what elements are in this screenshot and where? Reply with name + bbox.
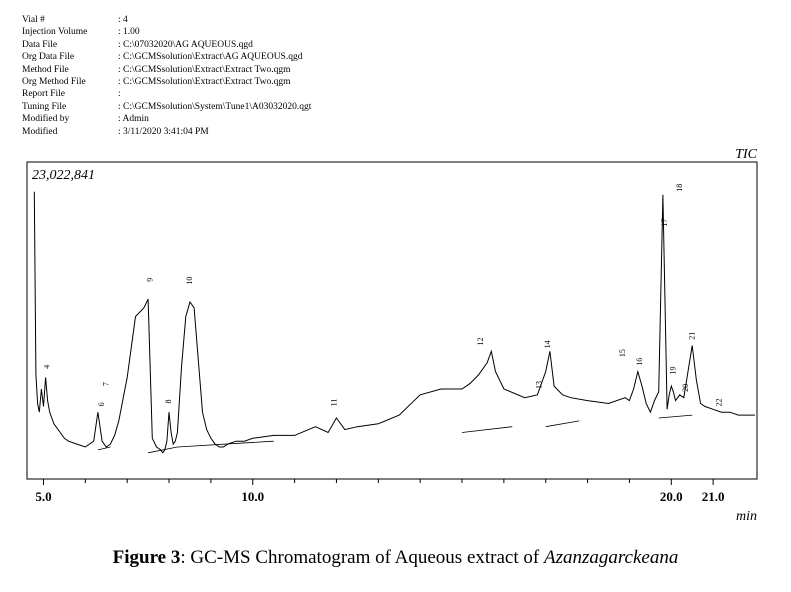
file-info-label: Data File [22,39,58,50]
file-info-label: Method File [22,64,69,75]
file-info-label: Modified [22,126,58,137]
x-tick-label: 21.0 [702,489,725,504]
file-info-row: Modified : 3/11/2020 3:41:04 PM [22,126,311,138]
x-axis-unit: min [736,509,757,524]
file-info-row: Report File: [22,88,311,100]
chromatogram-chart: TIC 23,022,841 5.0 10.0 20.0 21.0 4 6 7 9 10 8 11… [26,147,758,524]
peak-label: 17 [660,219,669,227]
integration-baseline [545,420,580,428]
tic-label: TIC [735,147,757,162]
file-info-label: Tuning File [22,101,67,112]
file-info-value: : C:\GCMSsolution\System\Tune1\A03032020… [118,101,312,112]
x-tick-label: 5.0 [35,489,51,504]
file-info-value: : C:\07032020\AG AQUEOUS.qgd [118,39,253,50]
peak-label: 14 [543,340,552,348]
peak-label: 20 [681,384,690,392]
file-info-label: Org Method File [22,77,86,88]
max-intensity-label: 23,022,841 [32,168,95,183]
x-tick-label: 10.0 [241,489,264,504]
peak-label: 10 [185,277,194,285]
file-info-row: Method File : C:\GCMSsolution\Extract\Ext… [22,64,311,76]
peak-label: 18 [675,184,684,192]
file-info-value: : C:\GCMSsolution\Extract\Extract Two.qg… [118,77,291,88]
peak-label: 8 [164,400,173,404]
peak-label: 13 [535,381,544,389]
file-info-value: : C:\GCMSsolution\Extract\AG AQUEOUS.qgd [118,52,303,63]
file-info-row: Injection Volume : 1.00 [22,26,311,38]
file-info-row: Modified by : Admin [22,113,311,125]
file-info-value: : 3/11/2020 3:41:04 PM [118,126,209,137]
peak-label: 6 [97,402,106,406]
figure-caption: Figure 3: GC-MS Chromatogram of Aqueous … [0,547,791,569]
peak-label: 7 [101,382,110,386]
file-info-value: : 4 [118,15,128,25]
x-tick-label: 20.0 [660,489,683,504]
integration-baseline [177,440,274,448]
peak-label: 22 [715,398,724,406]
file-info-value: : [118,89,121,100]
file-info-row: Vial # : 4 [22,14,311,26]
file-info-label: Modified by [22,114,70,125]
caption-prefix: Figure 3 [112,547,181,568]
peak-label: 11 [329,399,338,407]
file-info-value: : 1.00 [118,27,140,38]
file-info-row: Org Data File : C:\GCMSsolution\Extract\A… [22,51,311,63]
peak-labels: 4 6 7 9 10 8 11 12 13 14 15 16 17 18 19 20 21 22 [43,184,724,407]
file-info-row: Org Method File : C:\GCMSsolution\Extract… [22,76,311,88]
peak-label: 15 [618,349,627,357]
file-info-row: Data File : C:\07032020\AG AQUEOUS.qgd [22,39,311,51]
integration-baselines [97,414,693,454]
file-info-label: Org Data File [22,52,75,63]
file-info-block: Vial #: 4 Injection Volume: 1.00 Data File… [22,14,311,138]
file-info-value: : C:\GCMSsolution\Extract\Extract Two.qg… [118,64,291,75]
plot-frame [26,161,758,480]
peak-label: 9 [145,278,154,282]
peak-label: 19 [668,367,677,375]
file-info-label: Report File [22,89,66,100]
caption-text: : GC-MS Chromatogram of Aqueous extract … [180,547,544,568]
caption-species: Azanzagarckeana [543,547,679,568]
file-info-label: Injection Volume [22,27,88,38]
integration-baseline [148,446,178,454]
tic-trace [33,191,755,454]
peak-label: 12 [476,338,485,346]
file-info-row: Tuning File : C:\GCMSsolution\System\Tune… [22,101,311,113]
file-info-label: Vial # [22,15,45,25]
integration-baseline [97,446,111,451]
integration-baseline [461,426,513,433]
peak-label: 4 [43,365,52,369]
integration-baseline [658,414,693,419]
peak-label: 16 [635,358,644,366]
x-axis: 5.0 10.0 20.0 21.0 [35,479,725,504]
peak-label: 21 [687,332,696,340]
file-info-value: : Admin [118,114,149,125]
